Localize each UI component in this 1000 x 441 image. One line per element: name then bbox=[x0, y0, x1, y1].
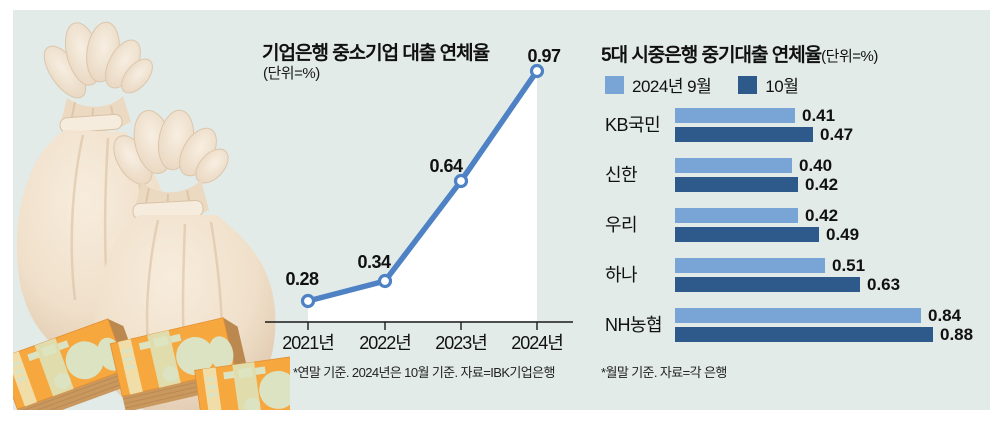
bar-row-label: 우리 bbox=[605, 215, 638, 235]
background-panel bbox=[13, 10, 990, 410]
bar-row-label: 신한 bbox=[605, 165, 638, 185]
x-axis-label: 2023년 bbox=[435, 333, 487, 353]
bar-october bbox=[675, 277, 860, 292]
bar-value-label: 0.49 bbox=[826, 225, 860, 244]
bar-value-label: 0.40 bbox=[799, 156, 833, 175]
bar-chart-title: 5대 시중은행 중기대출 연체율(단위=%) bbox=[601, 40, 878, 67]
bar-september bbox=[675, 158, 792, 173]
bar-september bbox=[675, 208, 798, 223]
bar-chart-unit-label: (단위=%) bbox=[821, 48, 878, 65]
bar-october bbox=[675, 127, 813, 142]
bar-value-label: 0.88 bbox=[940, 325, 974, 344]
bar-value-label: 0.84 bbox=[928, 306, 962, 325]
bar-chart-legend: 2024년 9월 10월 bbox=[605, 72, 799, 97]
bar-value-label: 0.51 bbox=[832, 256, 866, 275]
data-value-label: 0.97 bbox=[527, 46, 561, 66]
bar-september bbox=[675, 308, 921, 323]
bar-row-label: KB국민 bbox=[605, 115, 661, 135]
bar-chart-footnote: *월말 기준. 자료=각 은행 bbox=[601, 365, 727, 380]
bar-october bbox=[675, 227, 819, 242]
x-axis-label: 2021년 bbox=[282, 333, 334, 353]
data-point bbox=[529, 63, 545, 79]
x-axis-label: 2022년 bbox=[359, 333, 411, 353]
data-point bbox=[453, 173, 469, 189]
x-axis-label: 2024년 bbox=[511, 333, 563, 353]
bar-value-label: 0.41 bbox=[802, 106, 836, 125]
data-point bbox=[377, 273, 393, 289]
data-value-label: 0.34 bbox=[357, 252, 391, 272]
bar-row-label: 하나 bbox=[605, 265, 638, 285]
bar-september bbox=[675, 258, 825, 273]
line-chart-unit-label: (단위=%) bbox=[263, 65, 320, 82]
bar-chart: KB국민 0.41 0.47 신한 0.40 0.42 우리 0.42 0.49 하나 0.51 0.… bbox=[605, 100, 987, 352]
legend-label-october: 10월 bbox=[765, 77, 799, 96]
bar-value-label: 0.42 bbox=[805, 175, 839, 194]
line-chart-title: 기업은행 중소기업 대출 연체율 bbox=[262, 43, 490, 64]
data-value-label: 0.28 bbox=[285, 269, 319, 289]
line-chart: 0.28 0.34 0.64 0.97 2021년 2022년 2023년 2024년 bbox=[265, 46, 573, 353]
data-value-label: 0.64 bbox=[429, 156, 463, 176]
trend-line bbox=[305, 68, 540, 304]
bar-value-label: 0.47 bbox=[820, 125, 854, 144]
legend-swatch-october bbox=[738, 75, 758, 94]
bar-october bbox=[675, 327, 933, 342]
bar-value-label: 0.63 bbox=[867, 275, 901, 294]
legend-label-september: 2024년 9월 bbox=[632, 77, 712, 96]
area-fill bbox=[308, 71, 537, 321]
bar-october bbox=[675, 177, 798, 192]
bar-value-label: 0.42 bbox=[805, 206, 839, 225]
line-chart-footnote: *연말 기준. 2024년은 10월 기준. 자료=IBK기업은행 bbox=[293, 365, 555, 380]
data-point bbox=[300, 293, 316, 309]
bar-september bbox=[675, 108, 795, 123]
legend-swatch-september bbox=[605, 75, 624, 94]
bar-chart-title-text: 5대 시중은행 중기대출 연체율 bbox=[601, 45, 822, 66]
money-bags-illustration bbox=[13, 21, 290, 410]
bar-row-label: NH농협 bbox=[605, 315, 663, 335]
